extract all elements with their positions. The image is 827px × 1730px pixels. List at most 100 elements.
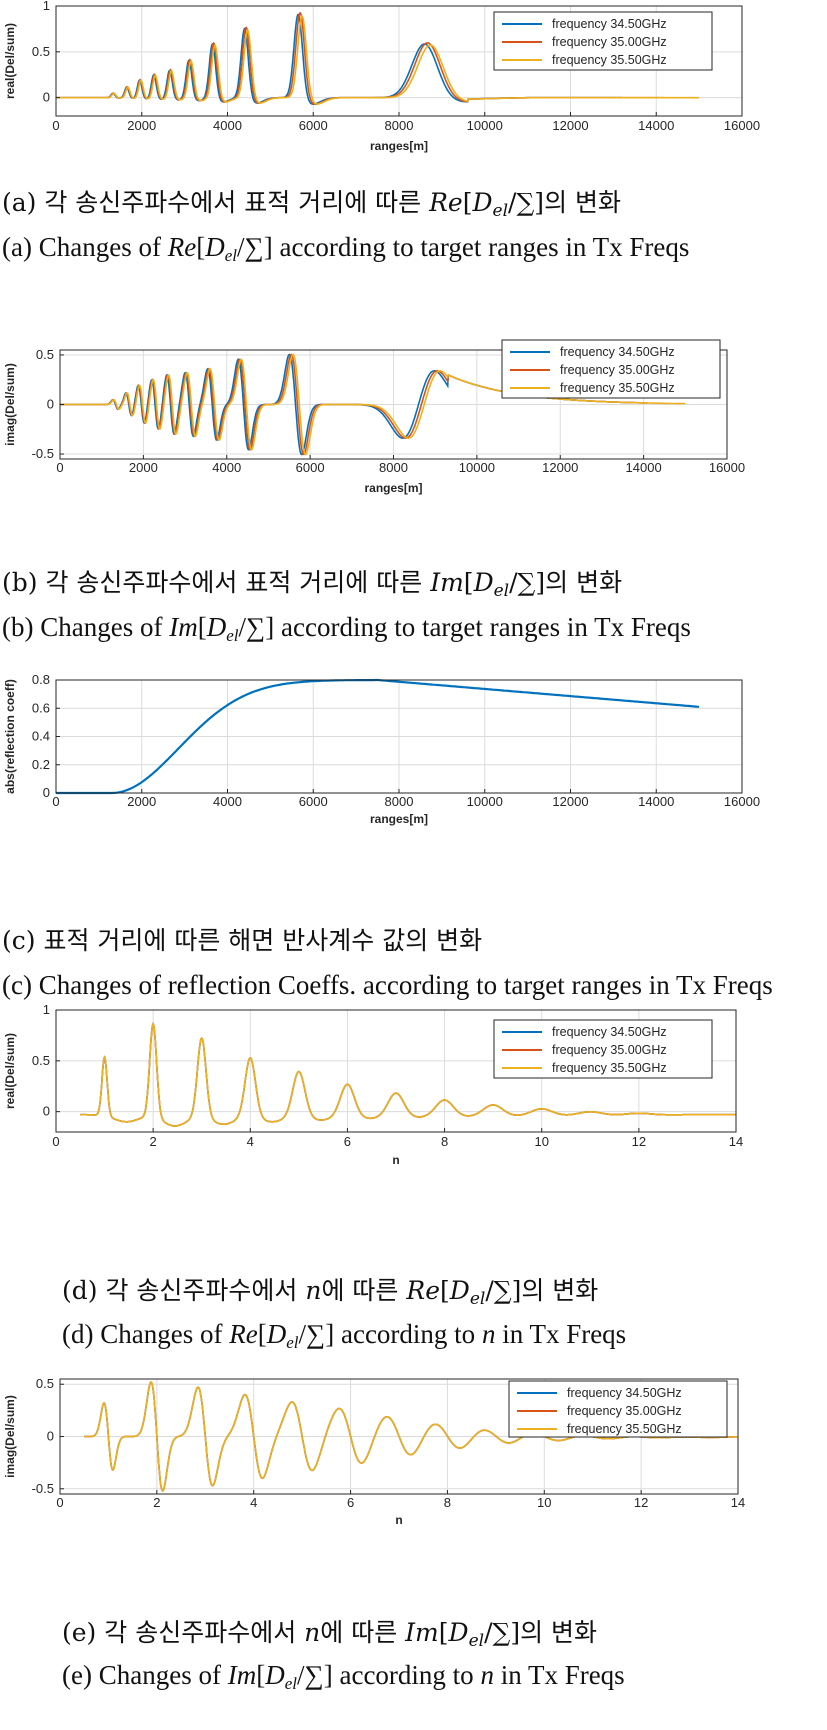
x-tick-label: 6000 [299,118,328,133]
legend-entry-1: frequency 34.50GHz [552,1025,667,1039]
x-tick-label: 14 [731,1495,745,1510]
legend-entry-3: frequency 35.50GHz [567,1422,682,1436]
caption-a-en: (a) Changes of Re[Del/∑] according to ta… [2,232,690,265]
figure-d: 0 2 4 6 8 10 12 14 0 0.5 1 n real(Del/sum) frequency … [0,1000,827,1178]
y-tick-label: 0 [47,1429,54,1444]
x-tick-label: 2 [153,1495,160,1510]
caption-a-ko: (a) 각 송신주파수에서 표적 거리에 따른 Re[Del/∑]의 변화 [2,188,622,221]
y-tick-label: -0.5 [32,446,54,461]
legend-entry-3: frequency 35.50GHz [552,1061,667,1075]
x-tick-label: 0 [52,1134,59,1149]
x-tick-label: 10000 [467,794,503,809]
x-tick-label: 0 [56,460,63,475]
y-tick-label: 0 [43,90,50,105]
y-tick-label: 0.8 [32,672,50,687]
x-tick-label: 0 [52,118,59,133]
x-tick-label: 16000 [724,118,760,133]
x-axis-label: n [395,1513,402,1527]
caption-c-en: (c) Changes of reflection Coeffs. accord… [2,970,773,1000]
x-tick-label: 8000 [379,460,408,475]
x-tick-label: 8000 [385,118,414,133]
chart-e: 0 2 4 6 8 10 12 14-0.500.5nimag(Del/sum)frequen… [3,1376,745,1527]
x-tick-label: 14000 [638,118,674,133]
x-tick-label: 2000 [127,118,156,133]
x-tick-label: 6000 [296,460,325,475]
x-tick-label: 16000 [709,460,745,475]
series-line-3 [56,15,700,105]
series-line-3 [60,353,686,456]
y-tick-label: -0.5 [32,1481,54,1496]
legend-entry-1: frequency 34.50GHz [552,17,667,31]
caption-d-en: (d) Changes of Re[Del/∑] according to n … [62,1319,627,1352]
x-tick-label: 6000 [299,794,328,809]
y-tick-label: 0.4 [32,729,50,744]
x-tick-label: 2 [150,1134,157,1149]
x-tick-label: 0 [52,794,59,809]
legend-entry-1: frequency 34.50GHz [567,1386,682,1400]
chart-a: 0 2000 4000 6000 8000 10000 12000 14000 16000 0 0.… [3,0,760,153]
y-axis-label: real(Del/sum) [3,23,17,99]
x-tick-label: 12000 [542,460,578,475]
y-tick-label: 1 [43,0,50,13]
figure-a: 0 2000 4000 6000 8000 10000 12000 14000 16000 0 0.… [0,0,827,168]
x-tick-label: 4000 [213,118,242,133]
x-tick-label: 4 [247,1134,254,1149]
caption-b-ko: (b) 각 송신주파수에서 표적 거리에 따른 Im[Del/∑]의 변화 [2,568,623,601]
caption-c-ko: (c) 표적 거리에 따른 해면 반사계수 값의 변화 [2,926,483,955]
y-tick-label: 0.2 [32,757,50,772]
y-tick-label: 0 [43,1104,50,1119]
legend-entry-2: frequency 35.00GHz [552,1043,667,1057]
x-tick-label: 4000 [213,794,242,809]
figure-e: 0 2 4 6 8 10 12 14 -0.5 0 0.5 n imag(Del/sum) frequen… [0,1370,827,1550]
legend-entry-2: frequency 35.00GHz [560,363,675,377]
y-tick-label: 0.6 [32,700,50,715]
caption-e-ko: (e) 각 송신주파수에서 n에 따른 Im[Del/∑]의 변화 [62,1618,598,1651]
x-tick-label: 10 [537,1495,551,1510]
y-tick-label: 0 [43,785,50,800]
x-tick-label: 8000 [385,794,414,809]
x-tick-label: 4 [250,1495,257,1510]
x-axis-label: n [392,1153,399,1167]
legend-box [508,1380,728,1438]
chart-c: 0 2000 4000 6000 8000 10000 12000 14000 16000 0 0.… [3,672,760,826]
x-tick-label: 14 [729,1134,743,1149]
x-axis-label: ranges[m] [370,139,428,153]
x-tick-label: 8 [441,1134,448,1149]
legend-entry-2: frequency 35.00GHz [552,35,667,49]
legend-entry-1: frequency 34.50GHz [560,345,675,359]
x-tick-label: 12 [632,1134,646,1149]
x-tick-label: 2000 [129,460,158,475]
x-tick-label: 12000 [552,118,588,133]
x-tick-label: 14000 [626,460,662,475]
x-tick-label: 10 [534,1134,548,1149]
legend-entry-3: frequency 35.50GHz [560,381,675,395]
x-tick-label: 4000 [212,460,241,475]
chart-b: 0 2000 4000 6000 8000 10000 12000 14000 16000 -0.… [3,339,745,495]
x-tick-label: 10000 [467,118,503,133]
caption-b-en: (b) Changes of Im[Del/∑] according to ta… [2,612,691,645]
x-tick-label: 2000 [127,794,156,809]
y-tick-label: 0 [47,397,54,412]
x-axis-label: ranges[m] [370,812,428,826]
legend-entry-2: frequency 35.00GHz [567,1404,682,1418]
legend-entry-3: frequency 35.50GHz [552,53,667,67]
x-tick-label: 0 [56,1495,63,1510]
chart-d: 0 2 4 6 8 10 12 14 0 0.5 1 n real(Del/sum) frequency … [3,1002,743,1167]
x-tick-label: 12 [634,1495,648,1510]
y-tick-label: 1 [43,1002,50,1017]
caption-e-en: (e) Changes of Im[Del/∑] according to n … [62,1660,625,1693]
x-tick-label: 16000 [724,794,760,809]
y-tick-label: 0.5 [32,1053,50,1068]
y-tick-label: 0.5 [36,1376,54,1391]
y-tick-label: 0.5 [32,44,50,59]
x-tick-label: 12000 [552,794,588,809]
figure-b: 0 2000 4000 6000 8000 10000 12000 14000 16000 -0.… [0,330,827,506]
y-axis-label: real(Del/sum) [3,1033,17,1109]
figure-c: 0 2000 4000 6000 8000 10000 12000 14000 16000 0 0.… [0,670,827,840]
y-axis-label: abs(reflection coeff) [3,679,17,794]
x-tick-label: 8 [444,1495,451,1510]
x-tick-label: 10000 [459,460,495,475]
axes-box [55,1009,737,1133]
x-tick-label: 6 [344,1134,351,1149]
y-axis-label: imag(Del/sum) [3,363,17,446]
